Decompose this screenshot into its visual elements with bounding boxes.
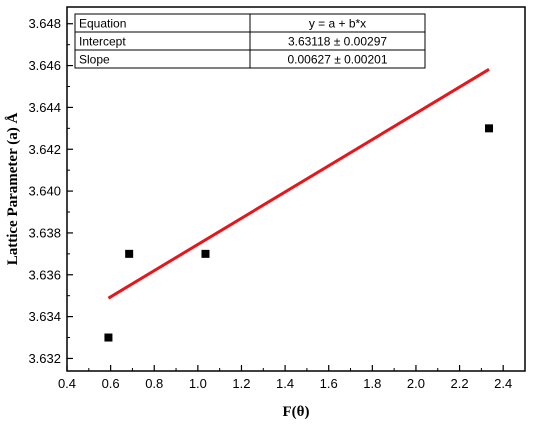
x-tick-label: 0.8 <box>145 376 163 391</box>
y-tick-label: 3.638 <box>28 225 61 240</box>
data-point <box>104 333 113 342</box>
data-point <box>485 124 494 133</box>
x-tick-label: 2.4 <box>494 376 512 391</box>
y-tick-label: 3.648 <box>28 16 61 31</box>
fit-line-group <box>107 68 490 300</box>
x-tick-label: 1.4 <box>276 376 294 391</box>
y-tick-label: 3.632 <box>28 351 61 366</box>
fit-table-value: y = a + b*x <box>309 17 366 31</box>
x-tick-label: 1.8 <box>363 376 381 391</box>
x-tick-label: 2.2 <box>451 376 469 391</box>
y-axis-ticks: 3.632 3.634 3.636 3.638 3.640 3.642 3.644 3.646… <box>28 16 73 366</box>
fit-table: Equation y = a + b*x Intercept 3.63118 ± 0.… <box>74 13 426 69</box>
data-point <box>125 249 134 258</box>
x-tick-label: 2.0 <box>407 376 425 391</box>
fit-line <box>107 68 490 300</box>
y-tick-label: 3.636 <box>28 267 61 282</box>
y-tick-label: 3.634 <box>28 309 61 324</box>
y-tick-label: 3.642 <box>28 142 61 157</box>
fit-table-value: 3.63118 ± 0.00297 <box>288 35 387 49</box>
fit-table-value: 0.00627 ± 0.00201 <box>287 53 387 67</box>
x-axis-ticks: 0.4 0.6 0.8 1.0 1.2 1.4 1.6 1.8 2.0 2.2 2.4 <box>58 365 512 391</box>
x-tick-label: 1.2 <box>232 376 250 391</box>
y-axis-title: Lattice Parameter (a) Å <box>5 113 21 266</box>
x-tick-label: 0.6 <box>102 376 120 391</box>
x-tick-label: 1.6 <box>320 376 338 391</box>
x-axis-title: F(θ) <box>283 404 310 420</box>
data-point <box>201 249 210 258</box>
x-tick-label: 0.4 <box>58 376 76 391</box>
fit-table-label: Equation <box>79 17 126 31</box>
fit-table-label: Intercept <box>79 35 126 49</box>
x-tick-label: 1.0 <box>189 376 207 391</box>
y-tick-label: 3.644 <box>28 100 61 115</box>
y-tick-label: 3.646 <box>28 58 61 73</box>
y-tick-label: 3.640 <box>28 184 61 199</box>
fit-table-label: Slope <box>79 53 110 67</box>
